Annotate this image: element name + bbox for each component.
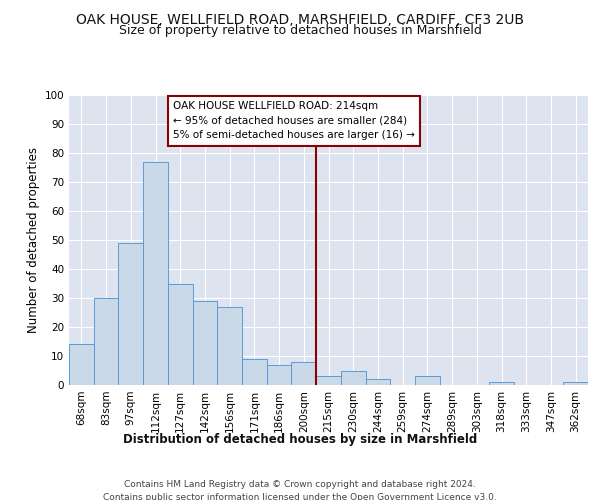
Bar <box>143 162 168 385</box>
Bar <box>94 298 118 385</box>
Bar <box>316 376 341 385</box>
Text: Size of property relative to detached houses in Marshfield: Size of property relative to detached ho… <box>119 24 481 37</box>
Bar <box>118 243 143 385</box>
Bar <box>267 364 292 385</box>
Y-axis label: Number of detached properties: Number of detached properties <box>28 147 40 333</box>
Bar <box>168 284 193 385</box>
Text: OAK HOUSE WELLFIELD ROAD: 214sqm
← 95% of detached houses are smaller (284)
5% o: OAK HOUSE WELLFIELD ROAD: 214sqm ← 95% o… <box>173 101 415 140</box>
Bar <box>69 344 94 385</box>
Text: OAK HOUSE, WELLFIELD ROAD, MARSHFIELD, CARDIFF, CF3 2UB: OAK HOUSE, WELLFIELD ROAD, MARSHFIELD, C… <box>76 12 524 26</box>
Bar <box>292 362 316 385</box>
Bar <box>341 370 365 385</box>
Bar <box>193 301 217 385</box>
Bar <box>489 382 514 385</box>
Bar <box>365 379 390 385</box>
Bar <box>563 382 588 385</box>
Bar <box>217 306 242 385</box>
Bar <box>415 376 440 385</box>
Text: Contains HM Land Registry data © Crown copyright and database right 2024.
Contai: Contains HM Land Registry data © Crown c… <box>103 480 497 500</box>
Bar <box>242 359 267 385</box>
Text: Distribution of detached houses by size in Marshfield: Distribution of detached houses by size … <box>123 432 477 446</box>
